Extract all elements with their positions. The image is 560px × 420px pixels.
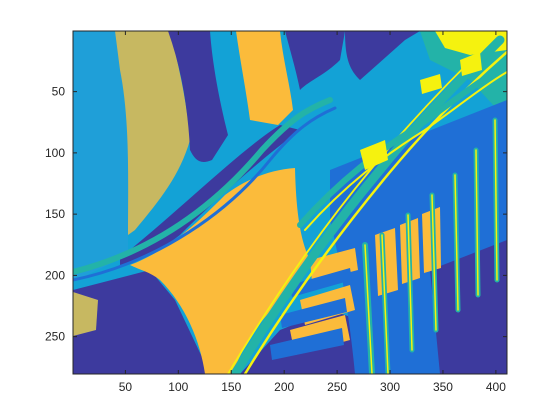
x-tick-label: 200 [274, 380, 294, 394]
heatmap-region-orange-swoosh [130, 168, 310, 374]
heatmap-region-handrails [73, 35, 507, 374]
y-tick-label: 200 [45, 268, 65, 282]
heatmap-image [73, 31, 507, 374]
heatmap-region-stair-treads [270, 268, 352, 360]
heatmap-region-khaki-lower-left [73, 292, 98, 336]
heatmap-region-yellow-highlights [360, 52, 482, 170]
heatmap-region-balusters [362, 117, 500, 374]
x-tick-label: 350 [433, 380, 453, 394]
x-tick-label: 250 [327, 380, 347, 394]
heatmap-region-dark-lower-left [73, 270, 210, 374]
heatmap-region-dark-band-2 [285, 31, 345, 90]
y-tick-label: 150 [45, 207, 65, 221]
y-tick-label: 50 [52, 85, 66, 99]
heatmap-region-dark-band-3 [345, 31, 420, 80]
x-tick-label: 50 [119, 380, 133, 394]
heatmap-region-khaki-band [115, 31, 190, 235]
x-tick-label: 150 [221, 380, 241, 394]
y-tick-label: 250 [45, 330, 65, 344]
y-axis: 50 100 150 200 250 [45, 85, 507, 344]
heatmap-region-orange-band-1 [236, 31, 293, 125]
x-tick-label: 400 [486, 380, 506, 394]
y-tick-label: 100 [45, 146, 65, 160]
x-tick-label: 300 [380, 380, 400, 394]
axes-box [72, 30, 508, 375]
x-axis: 50 100 150 200 250 300 350 400 [119, 31, 506, 394]
x-tick-label: 100 [168, 380, 188, 394]
heatmap-region-dark-band-1 [168, 31, 228, 162]
heatmap-region-right-dark [430, 240, 507, 374]
heatmap-region-left-blue [73, 31, 130, 282]
